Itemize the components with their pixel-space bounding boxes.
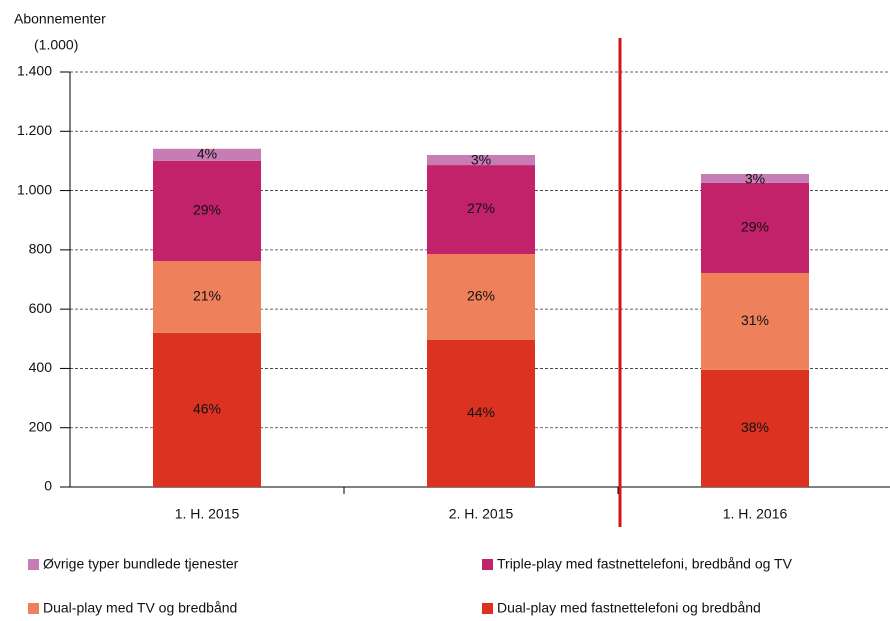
bar-segment bbox=[427, 254, 535, 340]
bar-segment bbox=[153, 148, 261, 161]
data-label: 44% bbox=[467, 404, 495, 420]
y-tick-label: 600 bbox=[29, 300, 53, 316]
data-label: 31% bbox=[741, 312, 769, 328]
y-tick-label: 200 bbox=[29, 418, 53, 434]
data-label: 4% bbox=[197, 145, 217, 161]
data-label: 27% bbox=[467, 200, 495, 216]
y-tick-label: 1.000 bbox=[17, 181, 52, 197]
data-label: 3% bbox=[471, 152, 491, 168]
y-axis-label: Abonnementer bbox=[14, 11, 106, 27]
bar-segment bbox=[427, 165, 535, 255]
legend-swatch bbox=[28, 603, 39, 614]
data-label: 26% bbox=[467, 288, 495, 304]
legend-label: Dual-play med TV og bredbånd bbox=[43, 600, 237, 616]
x-tick-label: 1. H. 2015 bbox=[175, 506, 240, 522]
y-tick-label: 1.200 bbox=[17, 122, 52, 138]
bar-segment bbox=[427, 155, 535, 166]
legend-swatch bbox=[28, 559, 39, 570]
data-label: 46% bbox=[193, 401, 221, 417]
x-tick-label: 2. H. 2015 bbox=[449, 506, 514, 522]
y-tick-label: 800 bbox=[29, 241, 53, 257]
y-tick-label: 0 bbox=[44, 478, 52, 494]
bar-segment bbox=[153, 160, 261, 262]
legend-label: Triple-play med fastnettelefoni, bredbån… bbox=[497, 556, 793, 572]
bar-segment bbox=[153, 332, 261, 487]
y-axis-unit: (1.000) bbox=[34, 37, 78, 53]
bar-segment bbox=[701, 272, 809, 370]
bar-segment bbox=[153, 261, 261, 333]
bar-segment bbox=[701, 369, 809, 487]
y-tick-label: 400 bbox=[29, 359, 53, 375]
x-tick-label: 1. H. 2016 bbox=[723, 506, 788, 522]
data-label: 38% bbox=[741, 419, 769, 435]
y-tick-label: 1.400 bbox=[17, 63, 52, 79]
legend-swatch bbox=[482, 603, 493, 614]
bar-segment bbox=[701, 173, 809, 183]
data-label: 3% bbox=[745, 171, 765, 187]
bar-segment bbox=[701, 182, 809, 273]
legend-swatch bbox=[482, 559, 493, 570]
data-label: 29% bbox=[741, 219, 769, 235]
legend-label: Øvrige typer bundlede tjenester bbox=[43, 556, 239, 572]
data-label: 29% bbox=[193, 202, 221, 218]
bar-segment bbox=[427, 339, 535, 487]
data-label: 21% bbox=[193, 288, 221, 304]
legend-label: Dual-play med fastnettelefoni og bredbån… bbox=[497, 600, 761, 616]
